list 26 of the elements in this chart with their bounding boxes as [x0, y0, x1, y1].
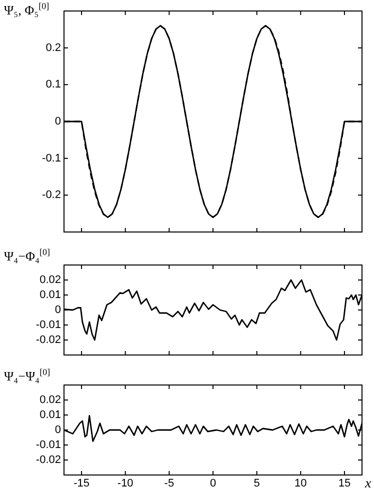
x-tick-label: -10 [117, 478, 134, 490]
y-tick-label: -0.02 [36, 454, 61, 466]
x-tick-label: -15 [74, 478, 90, 490]
y-tick-label: -0.01 [36, 319, 61, 332]
x-tick-label: 10 [294, 478, 307, 490]
y-axis-title: Ψ₄−Ψ₄$^{[0]}$ [4, 367, 50, 384]
y-tick-label: -0.01 [36, 439, 61, 452]
x-tick-label: 5 [254, 478, 260, 490]
y-tick-label: 0 [54, 304, 61, 316]
y-tick-label: -0.1 [42, 152, 61, 164]
y-tick-label: 0.01 [40, 409, 61, 422]
y-axis-title: Ψ₅, Φ₅$^{[0]}$ [4, 1, 50, 18]
y-tick-label: 0.02 [40, 394, 61, 406]
y-tick-label: -0.2 [42, 189, 61, 202]
y-tick-label: 0.1 [46, 78, 61, 91]
y-tick-label: 0.02 [40, 274, 61, 286]
y-tick-label: 0.2 [46, 42, 61, 54]
x-tick-label: 0 [210, 478, 216, 490]
y-tick-label: 0 [54, 424, 61, 436]
x-tick-label: 15 [338, 478, 351, 490]
y-tick-label: 0 [54, 116, 61, 128]
x-tick-label: -5 [164, 478, 174, 490]
y-axis-title: Ψ₄−Φ₄$^{[0]}$ [4, 247, 50, 264]
x-axis-title: x [364, 476, 372, 492]
y-tick-label: -0.02 [36, 334, 61, 346]
y-tick-label: 0.01 [40, 289, 61, 302]
